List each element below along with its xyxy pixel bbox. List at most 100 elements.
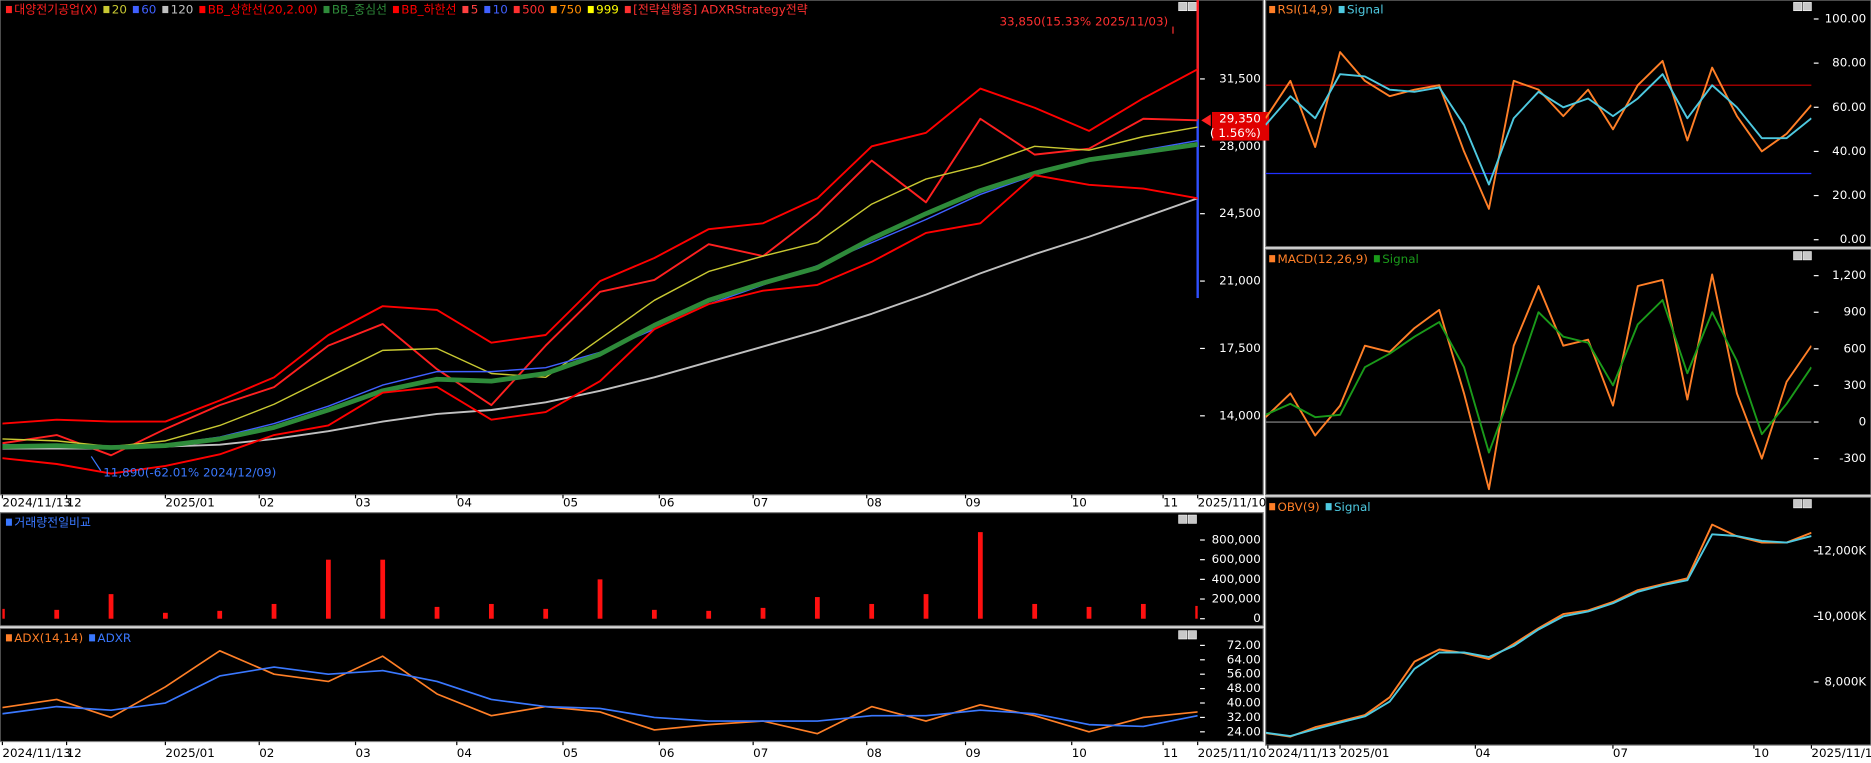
price-pointer: [1201, 114, 1211, 127]
legend-label: OBV(9): [1278, 500, 1320, 514]
x-tick-label: 02: [259, 496, 274, 510]
y-tick-label: 20.00: [1832, 188, 1866, 202]
legend-swatch: [5, 634, 12, 642]
legend-swatch: [5, 5, 12, 14]
y-tick-label: 1,200: [1832, 268, 1866, 282]
legend-label: 대양전기공업(X): [14, 3, 97, 17]
x-tick-label: 09: [966, 496, 981, 510]
price-panel: [0, 0, 1264, 496]
y-tick-label: 40.00: [1832, 144, 1866, 158]
volume-bar: [923, 594, 929, 619]
y-tick-label: 56.00: [1227, 667, 1261, 681]
y-tick-label: 14,000: [1219, 408, 1261, 422]
legend-swatch: [5, 518, 12, 526]
plot-area: [1265, 273, 1812, 491]
volume-bar: [597, 579, 603, 619]
obv-panel: [1265, 496, 1871, 746]
legend-swatch: [323, 5, 330, 14]
window-button[interactable]: [1178, 2, 1188, 12]
x-tick-label: 2024/11/13: [2, 496, 71, 510]
series-line: [2, 117, 1198, 457]
plot-area: [2, 649, 1198, 735]
legend-swatch: [199, 5, 206, 14]
y-tick-label: 21,000: [1219, 274, 1261, 288]
window-button[interactable]: [1793, 499, 1803, 509]
x-tick-label: 10: [1072, 496, 1087, 510]
x-tick-label: 07: [1613, 746, 1628, 760]
volume-bar: [1140, 603, 1146, 619]
x-tick-label: 03: [356, 496, 371, 510]
rsi-panel: [1265, 0, 1871, 248]
legend-swatch: [103, 5, 110, 14]
range-bar: [1196, 0, 1199, 299]
adx-panel: [0, 627, 1264, 743]
legend-swatch: [462, 5, 469, 14]
y-tick-label: 400,000: [1212, 572, 1261, 586]
y-tick-label: 24.00: [1227, 724, 1261, 738]
x-tick-label: 08: [867, 496, 882, 510]
x-tick-label: 12: [67, 496, 82, 510]
volume-bar: [217, 610, 223, 619]
volume-bar: [2, 608, 5, 619]
legend-label: BB_상한선(20,2.00): [208, 3, 318, 17]
x-tick-label: 05: [563, 746, 578, 760]
y-tick-label: -300: [1839, 451, 1866, 465]
volume-bar: [1195, 605, 1198, 619]
window-button[interactable]: [1793, 251, 1803, 261]
x-tick-label: 03: [356, 746, 371, 760]
legend-label: 500: [522, 3, 545, 17]
legend-label: 999: [596, 3, 619, 17]
y-tick-label: 800,000: [1212, 532, 1261, 546]
window-button[interactable]: [1187, 514, 1197, 524]
y-tick-label: 32.00: [1227, 710, 1261, 724]
legend-label: 120: [171, 3, 194, 17]
range-bar: [1196, 0, 1199, 120]
series-line: [1265, 73, 1812, 186]
volume-bar: [814, 597, 820, 619]
window-button[interactable]: [1802, 499, 1812, 509]
legend-label: Signal: [1334, 500, 1371, 514]
series-line: [1265, 273, 1812, 491]
window-button[interactable]: [1793, 2, 1803, 12]
x-tick-label: 10: [1754, 746, 1769, 760]
x-tick-label: 04: [457, 496, 472, 510]
window-button[interactable]: [1187, 2, 1197, 12]
series-line: [1265, 523, 1812, 738]
y-tick-label: 40.00: [1227, 696, 1261, 710]
legend-swatch: [1325, 503, 1332, 511]
x-tick-label: 2025/11/10: [1198, 496, 1267, 510]
y-tick-label: 0: [1253, 611, 1261, 625]
window-button[interactable]: [1178, 630, 1188, 640]
legend-swatch: [162, 5, 169, 14]
window-buttons[interactable]: [1178, 2, 1812, 640]
window-button[interactable]: [1802, 251, 1812, 261]
legend-label: 10: [493, 3, 508, 17]
x-tick-label: 11: [1163, 746, 1178, 760]
window-button[interactable]: [1187, 630, 1197, 640]
x-tick-label: 06: [659, 746, 674, 760]
x-tick-label: 2024/11/13: [1268, 746, 1337, 760]
volume-bar: [1032, 603, 1038, 619]
volume-bar: [543, 608, 549, 619]
window-button[interactable]: [1178, 514, 1188, 524]
legend-label: 거래량전일비교: [14, 515, 91, 529]
x-tick-label: 06: [659, 496, 674, 510]
low-label: 11,890(-62.01% 2024/12/09): [103, 466, 276, 480]
x-tick-label: 02: [259, 746, 274, 760]
volume-bar: [271, 603, 277, 619]
y-tick-label: 0: [1859, 415, 1867, 429]
series-line: [1265, 299, 1812, 454]
price-tag-value: 29,350: [1219, 112, 1261, 126]
legend-swatch: [513, 5, 520, 14]
y-tick-label: 60.00: [1832, 100, 1866, 114]
legend-swatch: [89, 634, 96, 642]
y-tick-label: 72.00: [1227, 638, 1261, 652]
legend-swatch: [1373, 255, 1380, 263]
volume-bar: [869, 603, 875, 619]
legend-label: Signal: [1347, 3, 1384, 17]
window-button[interactable]: [1802, 2, 1812, 12]
legend-swatch: [1338, 5, 1345, 14]
legend-swatch: [1269, 5, 1276, 14]
volume-bar: [380, 559, 386, 619]
